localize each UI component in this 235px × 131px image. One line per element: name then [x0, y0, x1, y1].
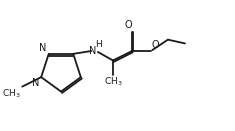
Text: CH$_3$: CH$_3$ — [104, 76, 122, 88]
Text: N: N — [32, 78, 39, 88]
Text: O: O — [152, 40, 160, 50]
Text: N: N — [90, 46, 97, 56]
Text: CH$_3$: CH$_3$ — [2, 88, 20, 100]
Text: O: O — [124, 20, 132, 30]
Text: H: H — [95, 40, 102, 49]
Text: N: N — [39, 43, 47, 53]
